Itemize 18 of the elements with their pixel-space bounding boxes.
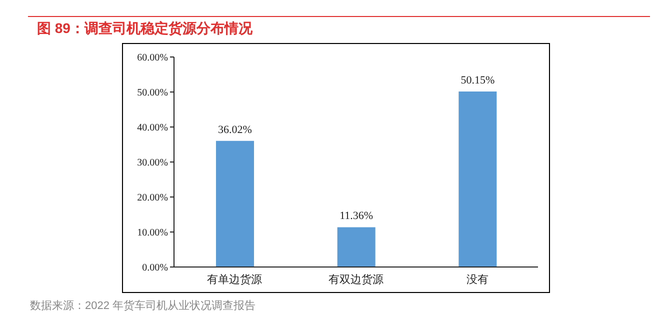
y-tick-label: 40.00% — [137, 122, 168, 134]
data-label: 11.36% — [340, 210, 374, 222]
y-tick-label: 0.00% — [142, 262, 168, 274]
x-tick-label: 有单边货源 — [207, 272, 262, 286]
y-tick-label: 60.00% — [137, 52, 168, 64]
y-tick-label: 50.00% — [137, 88, 168, 99]
y-tick-label: 30.00% — [137, 158, 168, 169]
bar — [216, 140, 254, 267]
x-tick-label: 没有 — [466, 274, 488, 286]
x-tick-label: 有双边货源 — [328, 272, 384, 286]
bar — [337, 227, 376, 267]
chart-title: 图 89：调查司机稳定货源分布情况 — [37, 20, 252, 38]
bar — [458, 91, 497, 267]
y-tick-label: 10.00% — [137, 228, 168, 239]
source-note: 数据来源：2022 年货车司机从业状况调查报告 — [30, 298, 256, 313]
y-tick-label: 20.00% — [137, 192, 168, 204]
data-label: 36.02% — [218, 124, 252, 136]
data-label: 50.15% — [460, 74, 495, 86]
